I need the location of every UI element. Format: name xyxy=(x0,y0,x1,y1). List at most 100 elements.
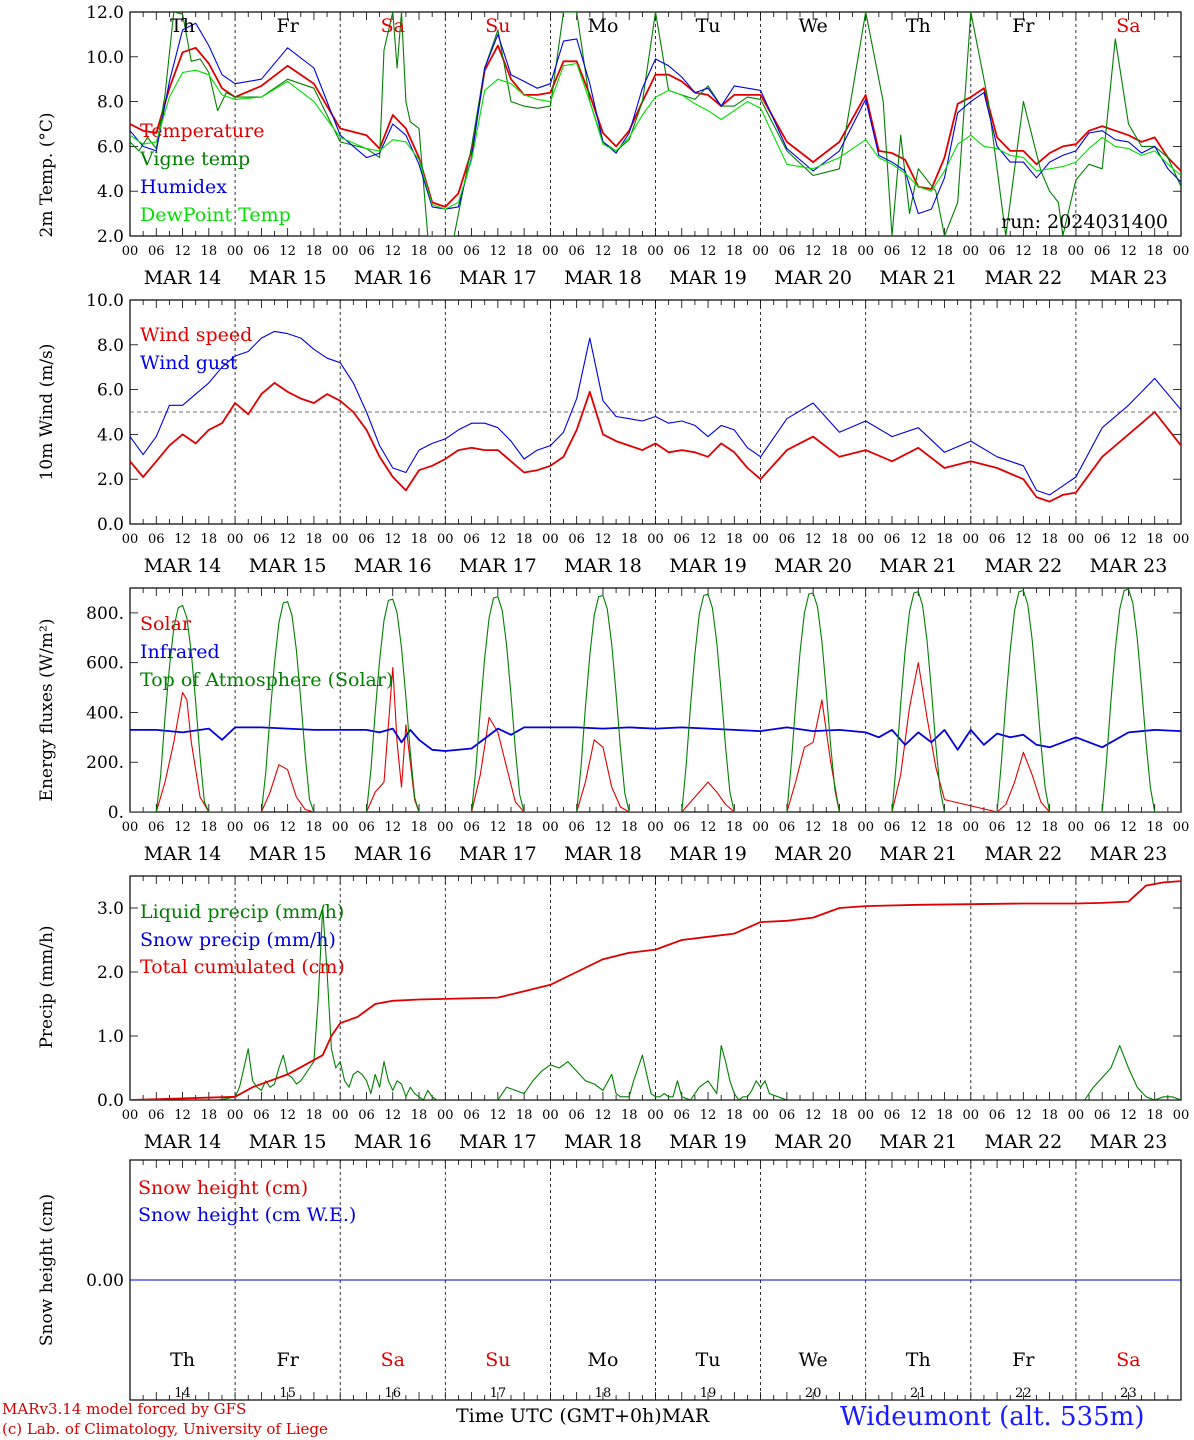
hour-tick-label: 12 xyxy=(174,820,191,835)
day-of-week-label: Th xyxy=(170,1349,195,1371)
date-label: MAR 21 xyxy=(879,555,957,577)
hour-tick-label: 12 xyxy=(490,1108,507,1123)
hour-tick-label: 18 xyxy=(936,532,953,547)
legend-entry: Snow height (cm) xyxy=(138,1177,308,1199)
hour-tick-label: 06 xyxy=(463,244,480,259)
hour-tick-label: 18 xyxy=(936,820,953,835)
hour-tick-label: 06 xyxy=(779,244,796,259)
legend-entry: Wind speed xyxy=(140,324,252,346)
date-label: MAR 15 xyxy=(249,267,327,289)
hour-tick-label: 06 xyxy=(674,1108,691,1123)
hour-tick-label: 00 xyxy=(857,820,874,835)
date-label: MAR 23 xyxy=(1090,555,1168,577)
hour-tick-label: 00 xyxy=(1173,244,1190,259)
hour-tick-label: 00 xyxy=(1068,244,1085,259)
day-of-week-label: Sa xyxy=(1116,1349,1140,1371)
date-label: MAR 20 xyxy=(774,843,852,865)
hour-tick-label: 06 xyxy=(253,244,270,259)
hour-tick-label: 18 xyxy=(516,1108,533,1123)
hour-tick-label: 06 xyxy=(779,1108,796,1123)
hour-tick-label: 06 xyxy=(253,820,270,835)
hour-tick-label: 06 xyxy=(884,244,901,259)
y-tick-label: 2.0 xyxy=(97,963,124,983)
legend-entry: Top of Atmosphere (Solar) xyxy=(140,669,393,691)
hour-tick-label: 06 xyxy=(674,532,691,547)
date-label: MAR 23 xyxy=(1090,267,1168,289)
date-label: MAR 22 xyxy=(984,267,1062,289)
hour-tick-label: 12 xyxy=(700,244,717,259)
day-of-week-label: Su xyxy=(485,15,510,37)
hour-tick-label: 18 xyxy=(1146,820,1163,835)
hour-tick-label: 12 xyxy=(1120,820,1137,835)
date-label: MAR 17 xyxy=(459,267,537,289)
hour-tick-label: 00 xyxy=(542,1108,559,1123)
hour-tick-label: 06 xyxy=(148,820,165,835)
series-line-liquid-precip-mm-h- xyxy=(130,907,1181,1100)
hour-tick-label: 00 xyxy=(1068,820,1085,835)
hour-tick-label: 18 xyxy=(831,532,848,547)
date-label: MAR 20 xyxy=(774,555,852,577)
hour-tick-label: 00 xyxy=(437,820,454,835)
date-label: MAR 23 xyxy=(1090,1131,1168,1153)
day-number-label: 19 xyxy=(700,1386,717,1401)
day-of-week-label: Fr xyxy=(1012,15,1035,37)
date-label: MAR 18 xyxy=(564,843,642,865)
hour-tick-label: 00 xyxy=(1173,820,1190,835)
hour-tick-label: 18 xyxy=(516,532,533,547)
hour-tick-label: 06 xyxy=(1094,1108,1111,1123)
hour-tick-label: 12 xyxy=(490,532,507,547)
hour-tick-label: 12 xyxy=(805,532,822,547)
y-tick-label: 0. xyxy=(108,803,124,823)
hour-tick-label: 06 xyxy=(358,244,375,259)
hour-tick-label: 00 xyxy=(437,244,454,259)
hour-tick-label: 12 xyxy=(279,244,296,259)
day-of-week-label: Tu xyxy=(696,1349,721,1371)
x-axis-title-text: Time UTC (GMT+0h) xyxy=(456,1405,662,1427)
hour-tick-label: 18 xyxy=(411,532,428,547)
hour-tick-label: 18 xyxy=(726,532,743,547)
date-label: MAR 19 xyxy=(669,1131,747,1153)
hour-tick-label: 06 xyxy=(568,1108,585,1123)
date-label: MAR 18 xyxy=(564,555,642,577)
hour-tick-label: 18 xyxy=(621,244,638,259)
date-label: MAR 19 xyxy=(669,843,747,865)
date-label: MAR 20 xyxy=(774,267,852,289)
legend-entry: Vigne temp xyxy=(139,148,250,170)
hour-tick-label: 06 xyxy=(253,532,270,547)
date-label: MAR 16 xyxy=(354,267,432,289)
legend-entry: Total cumulated (cm) xyxy=(140,956,345,978)
date-label: MAR 21 xyxy=(879,1131,957,1153)
date-label: MAR 22 xyxy=(984,843,1062,865)
y-axis-label: 2m Temp. (°C) xyxy=(37,112,57,237)
hour-tick-label: 00 xyxy=(542,820,559,835)
hour-tick-label: 12 xyxy=(805,1108,822,1123)
y-tick-label: 0.00 xyxy=(86,1271,124,1291)
series-line-dewpoint-temp xyxy=(130,62,1181,210)
date-label: MAR 20 xyxy=(774,1131,852,1153)
hour-tick-label: 00 xyxy=(963,244,980,259)
hour-tick-label: 00 xyxy=(752,1108,769,1123)
legend-entry: Humidex xyxy=(140,176,227,198)
y-tick-label: 3.0 xyxy=(97,899,124,919)
hour-tick-label: 06 xyxy=(253,1108,270,1123)
hour-tick-label: 06 xyxy=(884,1108,901,1123)
date-label: MAR 21 xyxy=(879,267,957,289)
hour-tick-label: 00 xyxy=(227,820,244,835)
day-of-week-label: Fr xyxy=(277,15,300,37)
day-of-week-label: We xyxy=(799,1349,828,1371)
hour-tick-label: 12 xyxy=(1015,1108,1032,1123)
hour-tick-label: 12 xyxy=(490,244,507,259)
day-number-label: 16 xyxy=(384,1386,401,1401)
hour-tick-label: 00 xyxy=(227,1108,244,1123)
hour-tick-label: 00 xyxy=(122,532,139,547)
hour-tick-label: 06 xyxy=(463,820,480,835)
hour-tick-label: 00 xyxy=(647,820,664,835)
day-of-week-label: Su xyxy=(485,1349,510,1371)
y-tick-label: 400. xyxy=(86,703,124,723)
hour-tick-label: 18 xyxy=(306,532,323,547)
series-line-wind-speed xyxy=(130,381,1181,503)
hour-tick-label: 00 xyxy=(752,532,769,547)
hour-tick-label: 06 xyxy=(884,820,901,835)
hour-tick-label: 12 xyxy=(490,820,507,835)
hour-tick-label: 00 xyxy=(752,820,769,835)
